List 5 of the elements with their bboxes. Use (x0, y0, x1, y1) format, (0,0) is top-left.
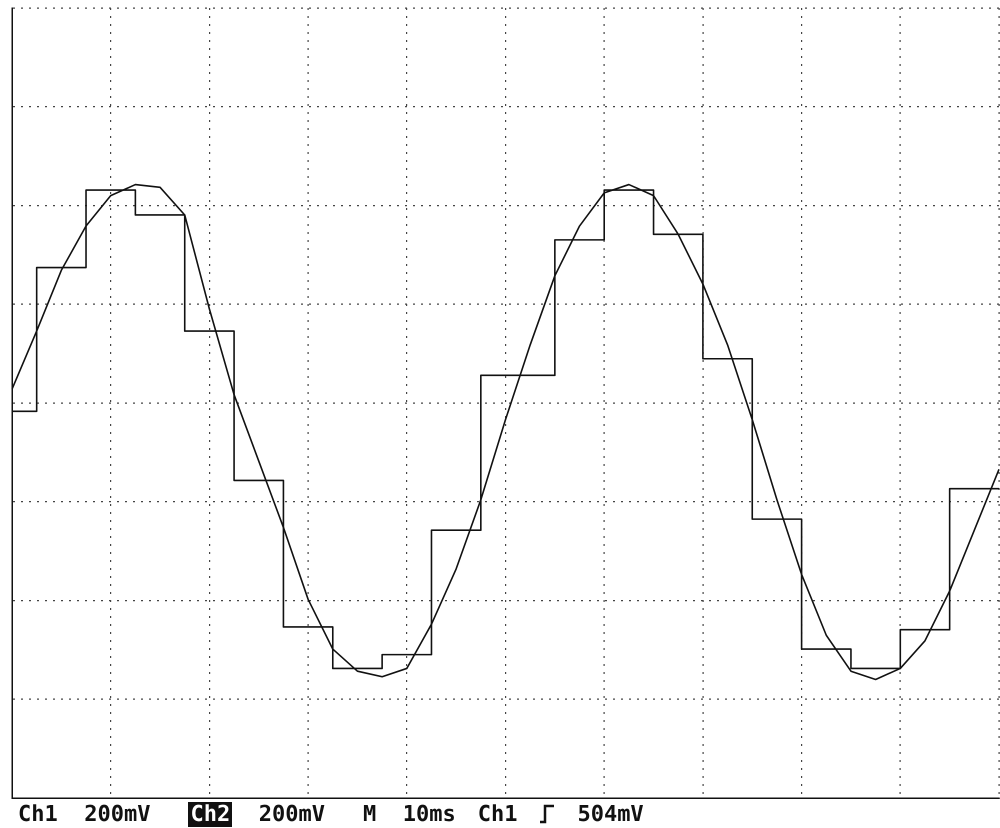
text: 504mV (577, 802, 644, 826)
text: Ch2 200mV (190, 802, 325, 826)
text: M 10ms (362, 802, 456, 826)
text: Ch1 200mV (18, 802, 150, 826)
text: Ch1 (478, 802, 518, 826)
